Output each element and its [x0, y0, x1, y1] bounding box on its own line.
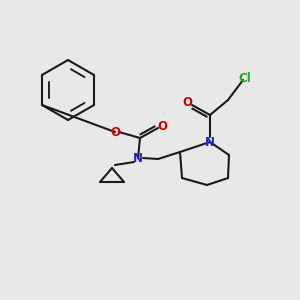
Text: N: N [205, 136, 215, 148]
Text: Cl: Cl [238, 73, 251, 85]
Text: O: O [110, 125, 120, 139]
Text: N: N [133, 152, 143, 164]
Text: O: O [157, 121, 167, 134]
Text: O: O [182, 97, 192, 110]
